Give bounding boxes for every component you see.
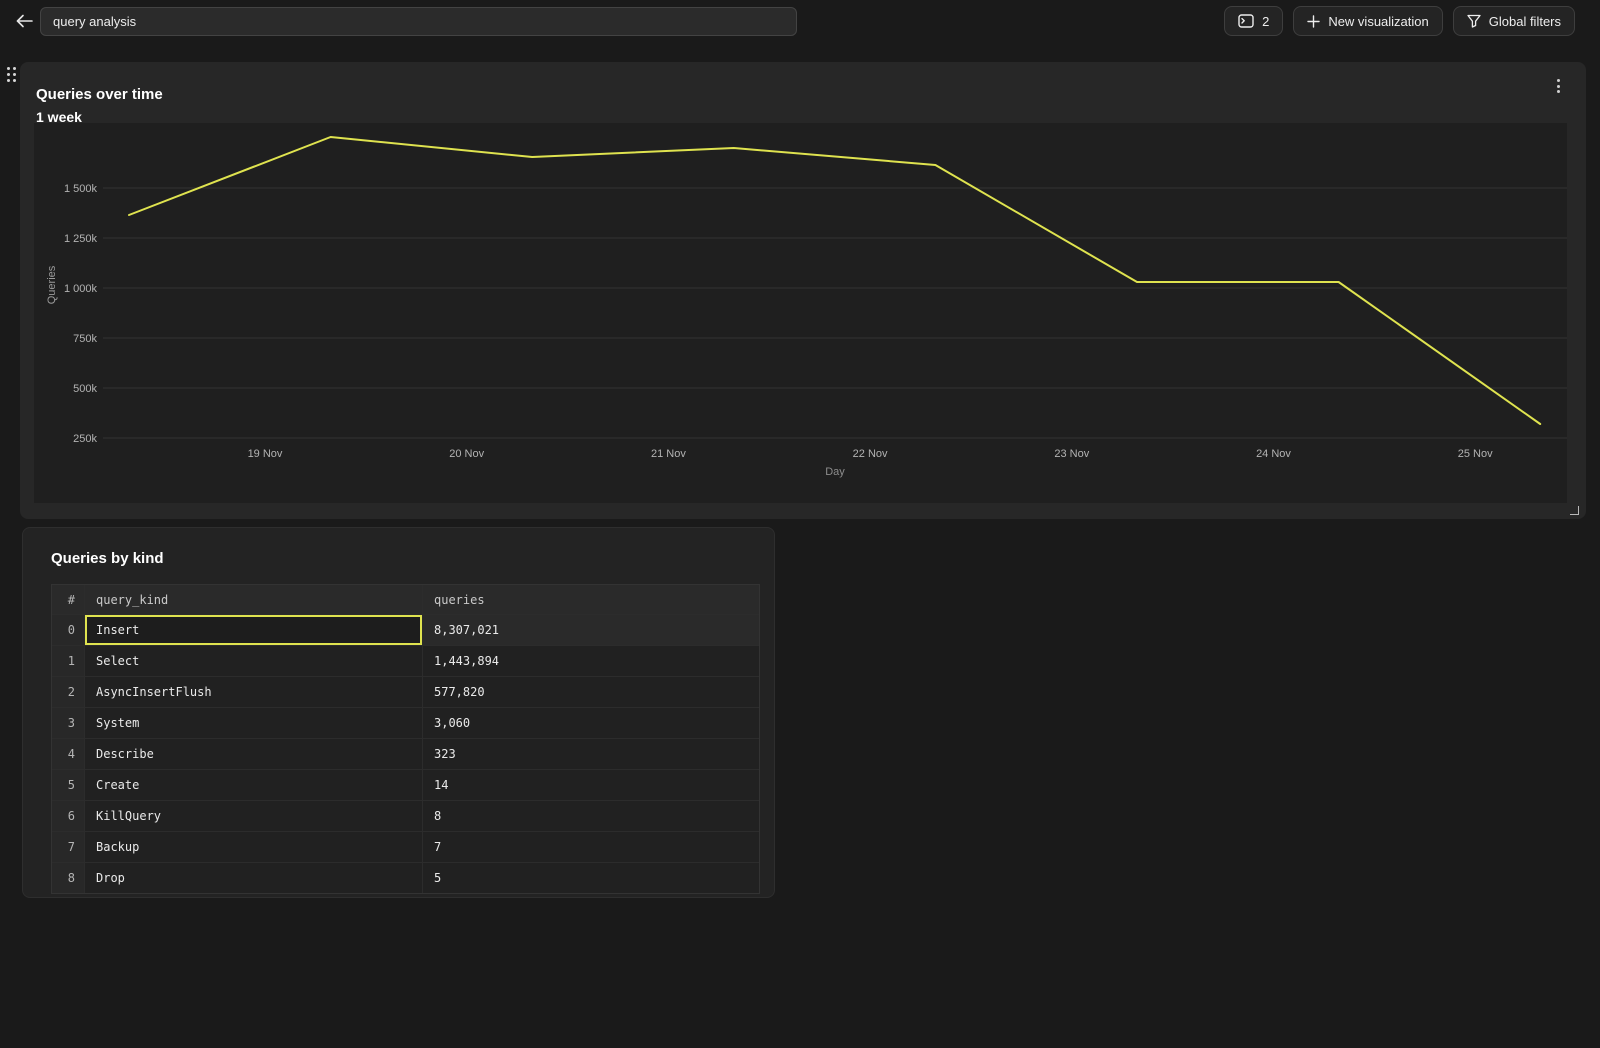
- x-tick-label: 22 Nov: [853, 448, 888, 460]
- row-index-cell[interactable]: 0: [52, 615, 84, 645]
- x-tick-label: 24 Nov: [1256, 448, 1291, 460]
- query-kind-cell[interactable]: AsyncInsertFlush: [84, 677, 422, 707]
- queries-by-kind-panel: Queries by kind # query_kind queries 0 Inser…: [22, 527, 775, 898]
- kebab-menu-icon: [1556, 79, 1560, 82]
- query-kind-cell[interactable]: Select: [84, 646, 422, 676]
- global-filters-button[interactable]: Global filters: [1452, 6, 1575, 36]
- table-title: Queries by kind: [51, 550, 164, 567]
- row-index-cell[interactable]: 7: [52, 832, 84, 862]
- queries-line-chart[interactable]: 250k 500k 750k 1 000k 1 250k 1 500k Queries 19 …: [34, 123, 1567, 503]
- row-index-cell[interactable]: 2: [52, 677, 84, 707]
- y-axis-title: Queries: [46, 265, 58, 304]
- chart-title-block: Queries over time 1 week: [20, 62, 1586, 129]
- funnel-icon: [1467, 14, 1481, 28]
- row-index-cell[interactable]: 1: [52, 646, 84, 676]
- queries-cell[interactable]: 5: [422, 863, 759, 893]
- table-row: 8 Drop 5: [52, 862, 759, 893]
- query-kind-cell[interactable]: Create: [84, 770, 422, 800]
- row-index-cell[interactable]: 6: [52, 801, 84, 831]
- queries-cell[interactable]: 577,820: [422, 677, 759, 707]
- x-axis-title: Day: [825, 466, 845, 478]
- row-index-cell[interactable]: 5: [52, 770, 84, 800]
- y-tick-label: 1 000k: [64, 283, 98, 295]
- table-row: 7 Backup 7: [52, 831, 759, 862]
- queries-cell[interactable]: 3,060: [422, 708, 759, 738]
- y-tick-label: 750k: [73, 333, 97, 345]
- new-visualization-button[interactable]: New visualization: [1293, 6, 1443, 36]
- visualization-count: 2: [1262, 13, 1270, 29]
- global-filters-label: Global filters: [1488, 13, 1561, 29]
- chart-menu-button[interactable]: [1548, 75, 1568, 97]
- dashboard-title-input[interactable]: [40, 6, 797, 36]
- queries-cell[interactable]: 14: [422, 770, 759, 800]
- query-kind-cell[interactable]: Describe: [84, 739, 422, 769]
- queries-by-kind-table: # query_kind queries 0 Insert 8,307,021 1 Selec…: [51, 584, 760, 894]
- queries-cell[interactable]: 7: [422, 832, 759, 862]
- table-row: 5 Create 14: [52, 769, 759, 800]
- row-index-cell[interactable]: 3: [52, 708, 84, 738]
- header-index[interactable]: #: [52, 585, 84, 614]
- x-tick-label: 21 Nov: [651, 448, 686, 460]
- table-header-row: # query_kind queries: [52, 585, 759, 614]
- x-tick-label: 25 Nov: [1458, 448, 1493, 460]
- table-row: 4 Describe 323: [52, 738, 759, 769]
- query-kind-cell[interactable]: System: [84, 708, 422, 738]
- arrow-left-icon: [16, 14, 33, 28]
- visualization-count-button[interactable]: 2: [1224, 6, 1284, 36]
- x-tick-label: 19 Nov: [248, 448, 283, 460]
- y-tick-label: 1 500k: [64, 183, 98, 195]
- y-tick-label: 500k: [73, 383, 97, 395]
- row-index-cell[interactable]: 8: [52, 863, 84, 893]
- new-visualization-label: New visualization: [1328, 13, 1429, 29]
- query-kind-cell[interactable]: KillQuery: [84, 801, 422, 831]
- table-row: 0 Insert 8,307,021: [52, 614, 759, 645]
- table-row: 2 AsyncInsertFlush 577,820: [52, 676, 759, 707]
- chart-subtitle: 1 week: [36, 109, 82, 125]
- table-row: 1 Select 1,443,894: [52, 645, 759, 676]
- queries-cell[interactable]: 8: [422, 801, 759, 831]
- resize-corner-icon[interactable]: [1570, 506, 1579, 515]
- query-kind-cell[interactable]: Drop: [84, 863, 422, 893]
- header-queries[interactable]: queries: [422, 585, 759, 614]
- chart-title: Queries over time: [36, 86, 163, 103]
- queries-series-line: [128, 136, 1542, 425]
- x-tick-label: 23 Nov: [1054, 448, 1089, 460]
- y-tick-label: 1 250k: [64, 233, 98, 245]
- row-index-cell[interactable]: 4: [52, 739, 84, 769]
- x-tick-label: 20 Nov: [449, 448, 484, 460]
- console-window-icon: [1238, 14, 1254, 28]
- header-query-kind[interactable]: query_kind: [84, 585, 422, 614]
- queries-over-time-panel: Queries over time 1 week 250k 500k 750k 1 0…: [20, 62, 1586, 519]
- queries-cell[interactable]: 1,443,894: [422, 646, 759, 676]
- panel-drag-handle-icon[interactable]: [7, 67, 16, 82]
- queries-cell[interactable]: 8,307,021: [422, 615, 759, 645]
- table-row: 3 System 3,060: [52, 707, 759, 738]
- plus-icon: [1307, 14, 1321, 28]
- table-row: 6 KillQuery 8: [52, 800, 759, 831]
- back-button[interactable]: [10, 7, 38, 35]
- queries-cell[interactable]: 323: [422, 739, 759, 769]
- query-kind-cell[interactable]: Insert: [84, 615, 422, 645]
- query-kind-cell[interactable]: Backup: [84, 832, 422, 862]
- y-tick-label: 250k: [73, 433, 97, 445]
- line-chart-svg: 250k 500k 750k 1 000k 1 250k 1 500k Queries 19 …: [46, 136, 1567, 478]
- top-bar: 2 New visualization Global filters: [0, 0, 1600, 42]
